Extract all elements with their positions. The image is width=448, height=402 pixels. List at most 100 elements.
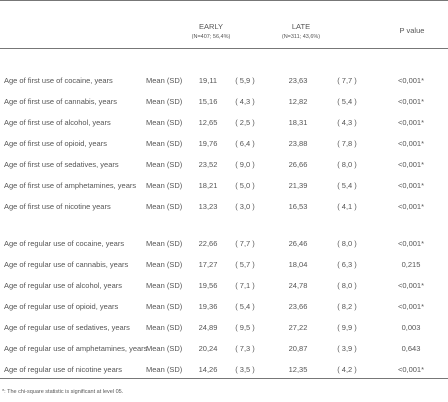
p-value: <0,001* [397,181,425,190]
late-sd: ( 8,0 ) [337,281,357,290]
p-value: <0,001* [397,239,425,248]
p-value: <0,001* [397,139,425,148]
early-sd: ( 9,5 ) [235,323,255,332]
late-sd: ( 6,3 ) [337,260,357,269]
p-value: 0,215 [401,260,421,269]
late-mean: 23,88 [288,139,308,148]
late-sd: ( 4,3 ) [337,118,357,127]
late-mean: 18,31 [288,118,308,127]
p-value: <0,001* [397,118,425,127]
late-mean: 24,78 [288,281,308,290]
stat-label: Mean (SD) [146,139,183,148]
stat-label: Mean (SD) [146,160,183,169]
late-mean: 23,63 [288,76,308,85]
row-label: Age of first use of alcohol, years [4,118,111,127]
late-mean: 26,46 [288,239,308,248]
stat-label: Mean (SD) [146,202,183,211]
top-rule [0,0,448,1]
stat-label: Mean (SD) [146,323,183,332]
row-label: Age of regular use of alcohol, years [4,281,122,290]
row-label: Age of first use of cannabis, years [4,97,117,106]
p-value: <0,001* [397,281,425,290]
p-value: <0,001* [397,302,425,311]
late-sd: ( 8,0 ) [337,160,357,169]
stat-label: Mean (SD) [146,76,183,85]
stat-label: Mean (SD) [146,181,183,190]
stat-label: Mean (SD) [146,239,183,248]
row-label: Age of first use of nicotine years [4,202,111,211]
late-sd: ( 9,9 ) [337,323,357,332]
late-sd: ( 5,4 ) [337,181,357,190]
late-sd: ( 5,4 ) [337,97,357,106]
late-mean: 26,66 [288,160,308,169]
row-label: Age of first use of sedatives, years [4,160,119,169]
early-sd: ( 9,0 ) [235,160,255,169]
early-mean: 19,56 [198,281,218,290]
p-value: <0,001* [397,365,425,374]
p-value: <0,001* [397,160,425,169]
late-mean: 20,87 [288,344,308,353]
early-sd: ( 7,7 ) [235,239,255,248]
early-mean: 20,24 [198,344,218,353]
stat-label: Mean (SD) [146,281,183,290]
early-sd: ( 2,5 ) [235,118,255,127]
header-rule [0,48,448,49]
late-header: LATE [291,22,311,31]
late-mean: 27,22 [288,323,308,332]
early-sd: ( 3,5 ) [235,365,255,374]
early-mean: 24,89 [198,323,218,332]
early-sd: ( 7,3 ) [235,344,255,353]
late-mean: 12,82 [288,97,308,106]
stat-label: Mean (SD) [146,344,183,353]
p-value: 0,643 [401,344,421,353]
p-value: <0,001* [397,97,425,106]
row-label: Age of regular use of amphetamines, year… [4,344,148,353]
early-sd: ( 5,4 ) [235,302,255,311]
row-label: Age of regular use of opioid, years [4,302,119,311]
bottom-rule [0,378,448,379]
late-sd: ( 8,2 ) [337,302,357,311]
late-sd: ( 7,7 ) [337,76,357,85]
late-sd: ( 7,8 ) [337,139,357,148]
early-mean: 12,65 [198,118,218,127]
p-value: <0,001* [397,76,425,85]
late-mean: 23,66 [288,302,308,311]
p-value: 0,003 [401,323,421,332]
stat-label: Mean (SD) [146,302,183,311]
early-sd: ( 7,1 ) [235,281,255,290]
row-label: Age of first use of cocaine, years [4,76,113,85]
late-mean: 21,39 [288,181,308,190]
late-sd: ( 8,0 ) [337,239,357,248]
early-header: EARLY [198,22,224,31]
early-sd: ( 5,9 ) [235,76,255,85]
early-mean: 19,11 [198,76,218,85]
early-sd: ( 6,4 ) [235,139,255,148]
stat-label: Mean (SD) [146,260,183,269]
early-mean: 23,52 [198,160,218,169]
early-n: (N=407; 56,4%) [191,34,231,40]
footnote: *: The chi-square statistic is significa… [2,389,124,395]
row-label: Age of first use of amphetamines, years [4,181,137,190]
early-sd: ( 4,3 ) [235,97,255,106]
row-label: Age of regular use of sedatives, years [4,323,130,332]
early-mean: 19,76 [198,139,218,148]
early-mean: 19,36 [198,302,218,311]
late-sd: ( 3,9 ) [337,344,357,353]
late-mean: 18,04 [288,260,308,269]
stat-label: Mean (SD) [146,365,183,374]
stat-label: Mean (SD) [146,97,183,106]
row-label: Age of regular use of nicotine years [4,365,122,374]
late-mean: 16,53 [288,202,308,211]
late-n: (N=311; 43,6%) [281,34,321,40]
early-sd: ( 5,7 ) [235,260,255,269]
early-sd: ( 5,0 ) [235,181,255,190]
late-mean: 12,35 [288,365,308,374]
early-mean: 15,16 [198,97,218,106]
early-mean: 22,66 [198,239,218,248]
p-value: <0,001* [397,202,425,211]
row-label: Age of regular use of cocaine, years [4,239,125,248]
row-label: Age of regular use of cannabis, years [4,260,129,269]
row-label: Age of first use of opioid, years [4,139,107,148]
stat-label: Mean (SD) [146,118,183,127]
